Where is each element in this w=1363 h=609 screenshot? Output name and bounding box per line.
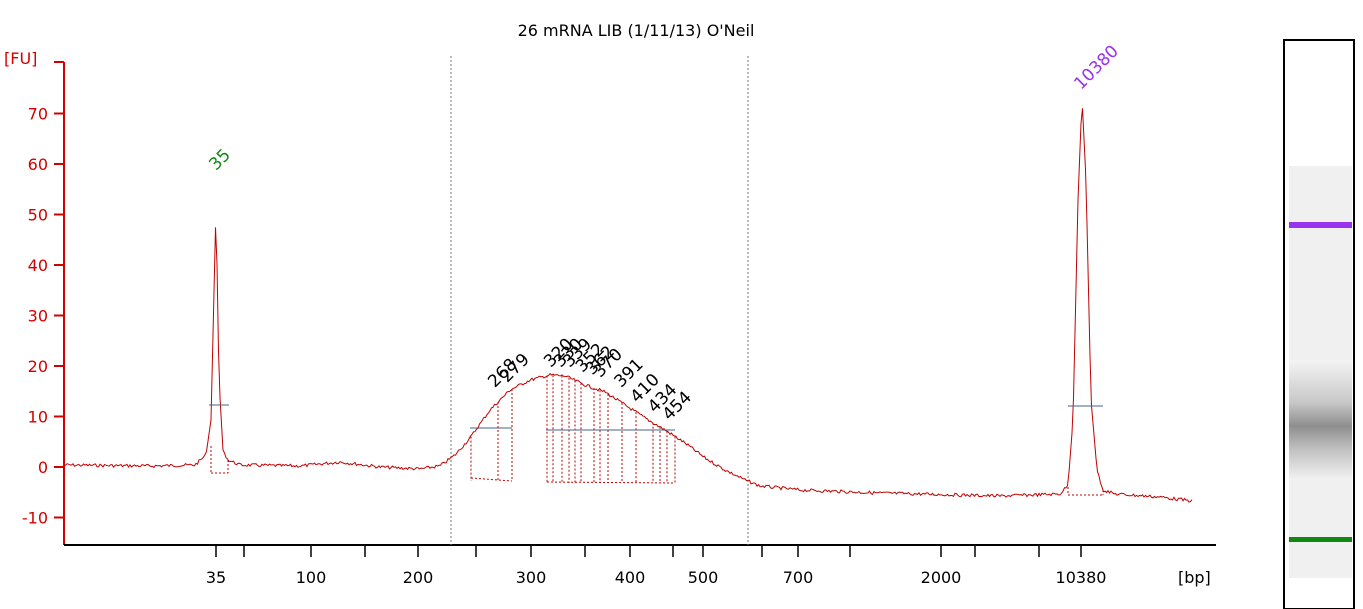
x-unit-label: [bp] [1178,568,1211,587]
gel-band-library-smear [1289,360,1352,480]
y-tick-label: 60 [28,155,48,174]
x-tick-label: 10380 [1056,568,1107,587]
gel-lane [1283,39,1355,609]
x-tick-label: 2000 [921,568,962,587]
y-unit-label: [FU] [4,49,37,68]
peak-label: 10380 [1070,41,1122,93]
x-tick-label: 500 [688,568,719,587]
x-axis-ticks: 35 100 200 300 400 500 700 2000 10380 [206,545,1107,587]
y-tick-label: 0 [38,458,48,477]
chart-title: 26 mRNA LIB (1/11/13) O'Neil [518,21,755,40]
electropherogram-trace [63,108,1193,503]
x-tick-label: 35 [206,568,226,587]
y-tick-label: 50 [28,206,48,225]
peak-baselines [209,404,1103,431]
gel-band-upper-marker [1289,222,1352,228]
y-tick-label: 10 [28,408,48,427]
peak-label: 35 [205,145,234,174]
peak-integration-lines [210,375,1104,496]
x-tick-label: 100 [296,568,327,587]
gel-band-lower-marker [1289,537,1352,542]
x-tick-label: 400 [615,568,646,587]
y-tick-label: 40 [28,256,48,275]
integration-line [546,481,676,484]
y-tick-label: 20 [28,357,48,376]
x-tick-label: 700 [783,568,814,587]
x-tick-label: 200 [403,568,434,587]
y-tick-label: 70 [28,105,48,124]
x-tick-label: 300 [516,568,547,587]
y-tick-label: -10 [22,509,48,528]
integration-line [470,477,513,482]
y-axis-ticks: 70 60 50 40 30 20 10 0 -10 [22,61,64,528]
y-tick-label: 30 [28,307,48,326]
